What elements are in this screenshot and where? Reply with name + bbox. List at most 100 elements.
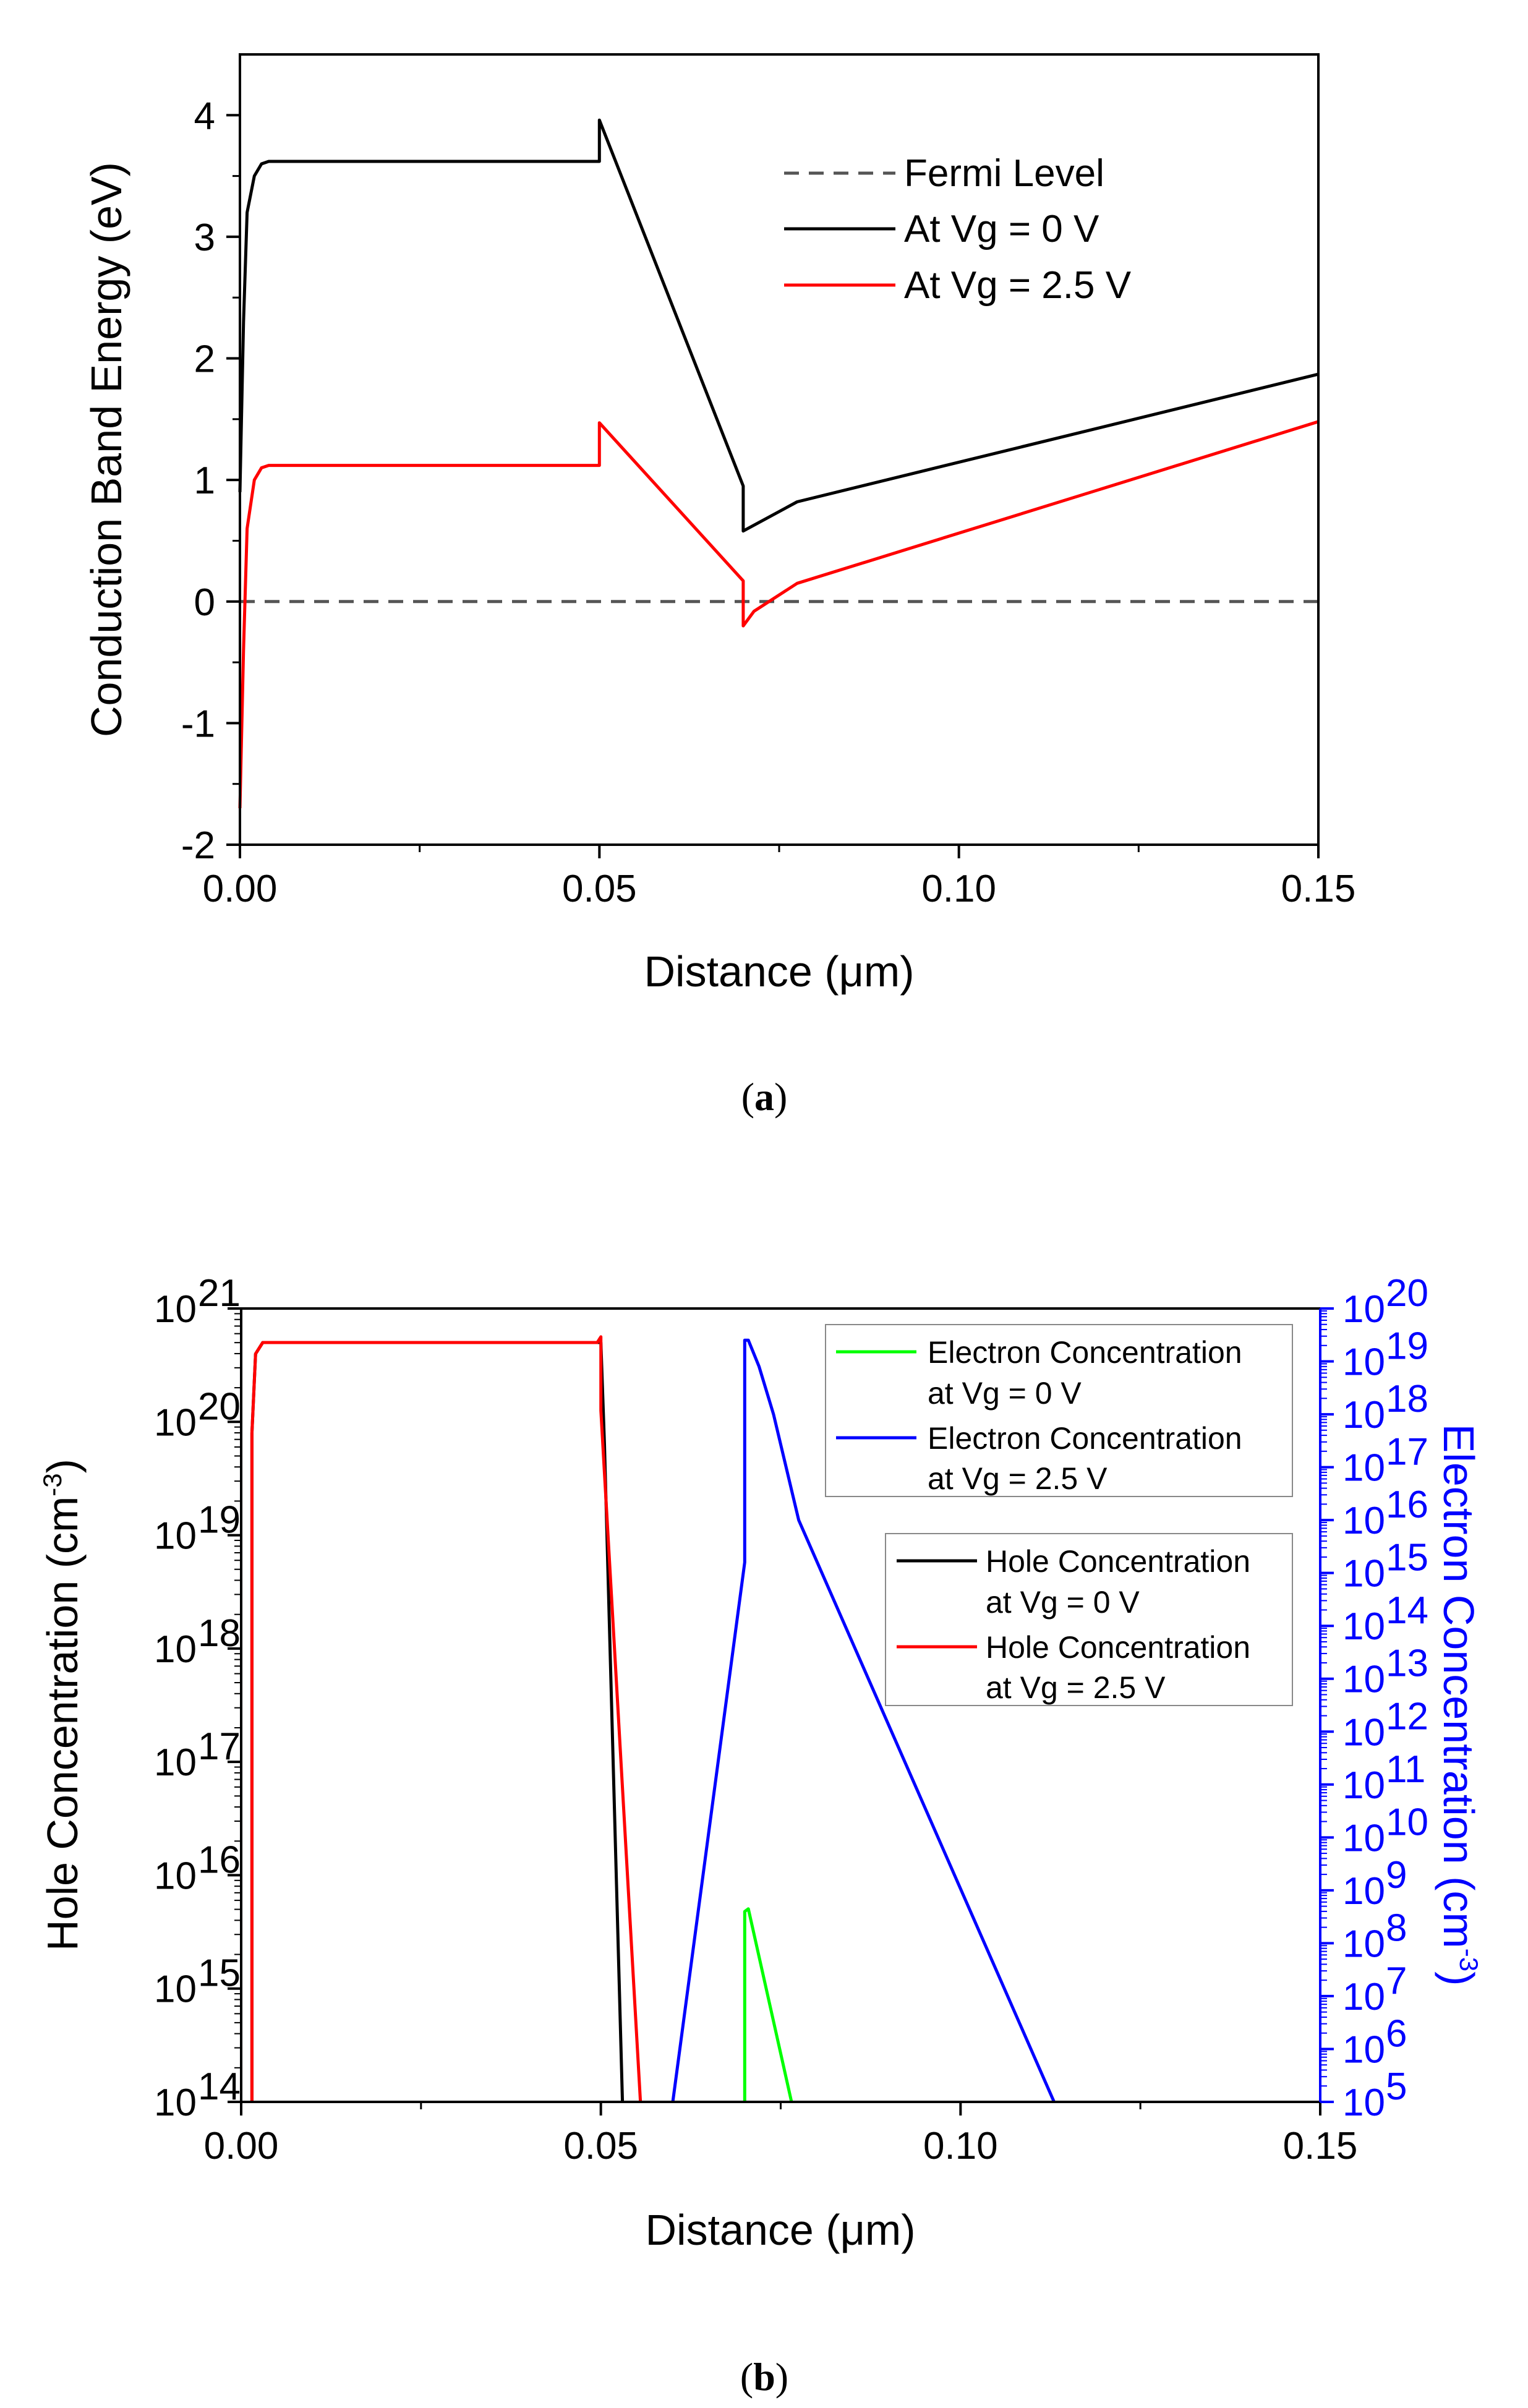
panel-b-y-title-main: Hole Concentration (cm	[38, 1496, 87, 1951]
y-tick-exponent: 14	[198, 2065, 241, 2108]
y2-tick-exponent: 7	[1386, 1960, 1407, 2002]
y2-tick-label: 10	[1342, 1817, 1385, 1859]
y2-tick-label: 10	[1342, 1923, 1385, 1965]
y-tick-label: 3	[194, 216, 215, 259]
x-tick-label: 0.05	[562, 868, 637, 910]
legend-electron-vg25-line2: at Vg = 2.5 V	[928, 1461, 1108, 1496]
y-tick-label: 10	[154, 1741, 197, 1784]
y2-tick-exponent: 19	[1386, 1325, 1428, 1368]
panel-a-plot-frame	[239, 53, 1320, 846]
x-tick-label: 0.00	[203, 868, 278, 910]
y-tick-label: 10	[154, 1855, 197, 1897]
y2-tick-label: 10	[1342, 1500, 1385, 1542]
y2-tick-exponent: 10	[1386, 1801, 1428, 1843]
y-tick-label: 2	[194, 338, 215, 381]
y-tick-exponent: 15	[198, 1952, 241, 1995]
y-tick-exponent: 17	[198, 1725, 241, 1768]
series-at-vg-0-v	[238, 118, 1319, 533]
y2-tick-exponent: 8	[1386, 1906, 1407, 1949]
x-tick-label: 0.05	[563, 2125, 638, 2167]
y2-tick-label: 10	[1342, 1711, 1385, 1754]
y2-tick-label: 10	[1342, 1605, 1385, 1648]
y2-tick-label: 10	[1342, 1341, 1385, 1384]
y2-tick-exponent: 12	[1386, 1695, 1428, 1738]
y2-tick-exponent: 5	[1386, 2065, 1407, 2108]
y-tick-label: 10	[154, 1628, 197, 1671]
y-tick-exponent: 19	[198, 1499, 241, 1542]
y-tick-exponent: 18	[198, 1612, 241, 1655]
legend-hole-vg0-line2: at Vg = 0 V	[986, 1585, 1140, 1620]
panel-b-series	[250, 1335, 1056, 2103]
panel-b-x-axis-title: Distance (μm)	[645, 2206, 915, 2254]
y-tick-label: 0	[194, 581, 215, 624]
x-tick-label: 0.10	[921, 868, 996, 910]
panel-a-caption: (a)	[741, 1075, 788, 1119]
series-electron-concentration-at-vg-0-v	[743, 1907, 793, 2103]
y-tick-label: 10	[154, 1968, 197, 2011]
y-tick-label: 4	[194, 95, 215, 137]
y2-tick-label: 10	[1342, 1288, 1385, 1331]
panel-b-caption: (b)	[740, 2355, 788, 2399]
y-tick-label: -1	[181, 702, 215, 745]
y2-tick-exponent: 18	[1386, 1378, 1428, 1420]
legend-hole-vg0-line1: Hole Concentration	[986, 1544, 1250, 1579]
y-tick-label: 10	[154, 2081, 197, 2124]
panel-b-y2-title-sup: -3	[1454, 1949, 1483, 1971]
legend-electron-vg25-line1: Electron Concentration	[928, 1421, 1242, 1456]
y2-tick-label: 10	[1342, 2028, 1385, 2071]
legend-vg25-label: At Vg = 2.5 V	[904, 264, 1132, 307]
y-tick-exponent: 20	[198, 1385, 241, 1428]
y2-tick-label: 10	[1342, 2081, 1385, 2124]
y-tick-label: -2	[181, 824, 215, 867]
y2-tick-exponent: 20	[1386, 1272, 1428, 1315]
x-tick-label: 0.00	[204, 2125, 279, 2167]
y2-tick-exponent: 11	[1386, 1748, 1425, 1791]
legend-electron-vg0-line2: at Vg = 0 V	[928, 1376, 1082, 1411]
legend-hole-vg25-line1: Hole Concentration	[986, 1630, 1250, 1665]
panel-b-electron-legend: Electron Concentration at Vg = 0 V Elect…	[825, 1324, 1293, 1497]
y2-tick-exponent: 16	[1386, 1484, 1428, 1526]
panel-b-hole-legend: Hole Concentration at Vg = 0 V Hole Conc…	[885, 1533, 1293, 1706]
y-tick-label: 10	[154, 1288, 197, 1331]
y2-tick-label: 10	[1342, 1447, 1385, 1490]
y2-tick-label: 10	[1342, 1976, 1385, 2018]
y-tick-label: 1	[194, 459, 215, 502]
legend-fermi-label: Fermi Level	[904, 152, 1104, 195]
y-tick-exponent: 21	[198, 1272, 241, 1315]
y2-tick-exponent: 13	[1386, 1642, 1428, 1685]
legend-vg0-label: At Vg = 0 V	[904, 208, 1099, 250]
x-tick-label: 0.15	[1281, 868, 1356, 910]
panel-a-y-axis-title: Conduction Band Energy (eV)	[82, 162, 130, 737]
panel-b-y2-title-end: )	[1435, 1971, 1483, 1986]
y-tick-label: 10	[154, 1401, 197, 1444]
series-hole-concentration-at-vg-0-v	[250, 1341, 625, 2103]
y2-tick-label: 10	[1342, 1870, 1385, 1913]
y2-tick-exponent: 17	[1386, 1431, 1428, 1474]
panel-b-y2-axis-title: Electron Concentration (cm-3)	[1435, 1424, 1483, 1986]
y2-tick-exponent: 6	[1386, 2012, 1407, 2055]
y2-tick-label: 10	[1342, 1553, 1385, 1595]
legend-electron-vg0-line1: Electron Concentration	[928, 1335, 1242, 1370]
panel-b-y2-title-main: Electron Concentration (cm	[1435, 1424, 1483, 1949]
series-electron-concentration-at-vg-2-5-v	[671, 1338, 1056, 2103]
y2-tick-exponent: 14	[1386, 1589, 1428, 1632]
panel-a-series	[238, 118, 1319, 809]
y-tick-exponent: 16	[198, 1838, 241, 1881]
panel-a-ticks: 0.00 0.05 0.10 0.15 -2 -1 0 1 2 3 4	[181, 95, 1355, 910]
panel-a-legend: Fermi Level At Vg = 0 V At Vg = 2.5 V	[784, 152, 1132, 307]
series-at-vg-2-5-v	[238, 420, 1319, 809]
panel-a-x-axis-title: Distance (μm)	[644, 947, 914, 996]
panel-b-y-title-end: )	[38, 1459, 87, 1473]
y2-tick-exponent: 9	[1386, 1854, 1407, 1897]
y-tick-label: 10	[154, 1515, 197, 1558]
y2-tick-label: 10	[1342, 1394, 1385, 1437]
legend-hole-vg25-line2: at Vg = 2.5 V	[986, 1670, 1166, 1705]
y2-tick-label: 10	[1342, 1659, 1385, 1701]
y2-tick-label: 10	[1342, 1764, 1385, 1807]
y2-tick-exponent: 15	[1386, 1537, 1428, 1579]
x-tick-label: 0.10	[923, 2125, 998, 2167]
